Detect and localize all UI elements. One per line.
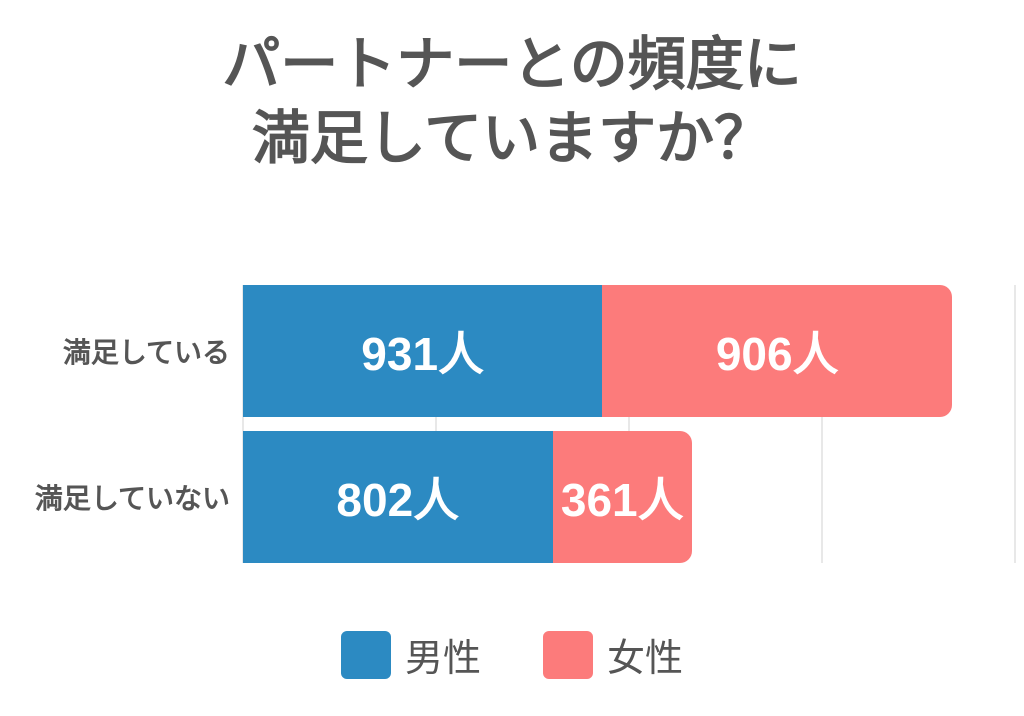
gridline	[1014, 285, 1016, 563]
bar-value-female-satisfied: 906人	[715, 328, 839, 380]
chart-title-line-1: パートナーとの頻度に	[222, 32, 802, 97]
chart-title-line-2: 満足していますか？	[251, 106, 773, 172]
bar-value-male-not-satisfied: 802人	[336, 474, 460, 526]
legend: 男性 女性	[0, 627, 1024, 682]
category-label-satisfied: 満足している	[62, 337, 230, 368]
plot-area: 満足している 931人 906人 満足していない 802人	[0, 285, 1024, 563]
bar-segment-female-not-satisfied: 361人	[552, 431, 692, 563]
legend-label-female: 女性	[607, 638, 684, 680]
category-label-not-satisfied: 満足していない	[34, 483, 230, 514]
bar-segment-male-not-satisfied: 802人	[243, 431, 553, 563]
legend-item-female: 女性	[543, 627, 683, 682]
bar-row-satisfied: 満足している 931人 906人	[0, 285, 1024, 417]
legend-label-male: 男性	[404, 638, 481, 680]
gridline	[821, 285, 823, 563]
bar-segment-female-satisfied: 906人	[602, 285, 953, 417]
gridline	[435, 285, 437, 563]
bar-track-not-satisfied: 802人 361人	[243, 431, 1015, 563]
bar-rows: 満足している 931人 906人 満足していない 802人	[0, 285, 1024, 563]
chart-title: パートナーとの頻度に 満足していますか？	[0, 28, 1024, 176]
gridlines	[242, 285, 1016, 563]
gridline	[242, 285, 244, 563]
legend-swatch-male	[340, 630, 391, 679]
bar-value-male-satisfied: 931人	[361, 328, 485, 380]
bar-track-satisfied: 931人 906人	[243, 285, 1015, 417]
legend-swatch-female	[543, 630, 593, 679]
gridline	[628, 285, 630, 563]
bar-segment-male-satisfied: 931人	[243, 285, 603, 417]
bar-row-not-satisfied: 満足していない 802人 361人	[0, 431, 1024, 563]
bar-value-female-not-satisfied: 361人	[560, 474, 684, 526]
legend-item-male: 男性	[340, 627, 481, 682]
